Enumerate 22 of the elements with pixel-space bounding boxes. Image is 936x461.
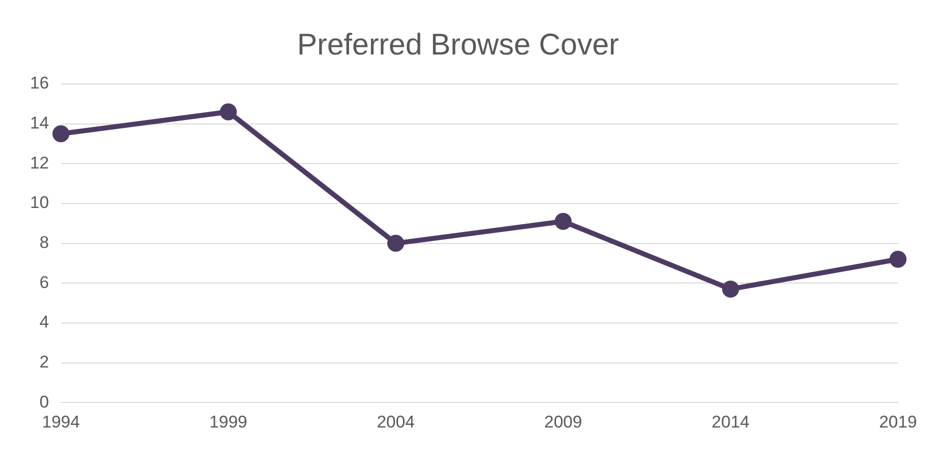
point	[52, 125, 70, 142]
y-tick-label: 16	[30, 74, 49, 93]
point	[722, 280, 740, 298]
point	[554, 212, 572, 230]
y-tick-label: 12	[30, 153, 49, 172]
y-tick-label: 4	[39, 312, 49, 332]
point	[890, 250, 906, 268]
point	[220, 103, 237, 120]
x-tick-label: 1999	[209, 412, 248, 432]
y-tick-label: 14	[30, 114, 49, 133]
chart-title: Preferred Browse Cover	[297, 28, 619, 62]
x-tick-label: 1994	[42, 412, 80, 432]
x-tick-label: 2019	[879, 412, 917, 432]
x-tick-label: 2009	[544, 412, 582, 432]
point	[387, 234, 404, 252]
y-tick-label: 6	[39, 272, 49, 292]
y-tick-label: 8	[39, 232, 49, 252]
y-tick-label: 2	[39, 352, 49, 372]
x-tick-label: 2014	[712, 412, 750, 432]
x-tick-label: 2004	[376, 412, 415, 432]
y-tick-label: 10	[30, 193, 49, 212]
y-tick-label: 0	[39, 392, 49, 412]
